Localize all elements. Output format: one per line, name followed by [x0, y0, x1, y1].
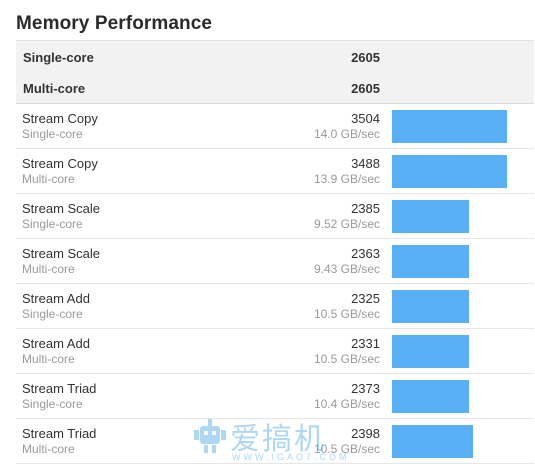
- benchmark-mode: Multi-core: [22, 172, 75, 186]
- benchmark-row: Stream Add Multi-core 2331 10.5 GB/sec: [16, 329, 534, 374]
- benchmark-mode: Multi-core: [22, 442, 75, 456]
- benchmark-mode: Single-core: [22, 307, 83, 321]
- benchmark-mode: Single-core: [22, 217, 83, 231]
- benchmark-score: 2385: [351, 201, 380, 216]
- benchmark-name: Stream Triad: [22, 381, 97, 396]
- benchmark-row: Stream Scale Single-core 2385 9.52 GB/se…: [16, 194, 534, 239]
- benchmark-name: Stream Copy: [22, 156, 98, 171]
- benchmark-row: Stream Copy Multi-core 3488 13.9 GB/sec: [16, 149, 534, 194]
- benchmark-name: Stream Add: [22, 291, 90, 306]
- benchmark-bar: [392, 155, 507, 188]
- benchmark-row: Stream Add Single-core 2325 10.5 GB/sec: [16, 284, 534, 329]
- benchmark-bar: [392, 335, 469, 368]
- summary-block: Single-core 2605 Multi-core 2605: [16, 40, 534, 104]
- summary-score: 2605: [351, 50, 380, 65]
- benchmark-rate: 9.43 GB/sec: [313, 262, 380, 276]
- benchmark-name: Stream Add: [22, 336, 90, 351]
- benchmark-score: 2398: [351, 426, 380, 441]
- benchmark-bar: [392, 425, 473, 458]
- summary-row-single-core: Single-core 2605: [16, 41, 534, 72]
- benchmark-bar: [392, 290, 469, 323]
- benchmark-score: 2363: [351, 246, 380, 261]
- benchmark-rate: 14.0 GB/sec: [313, 127, 380, 141]
- benchmark-score: 2373: [351, 381, 380, 396]
- summary-score: 2605: [351, 81, 380, 96]
- benchmark-rate: 13.9 GB/sec: [313, 172, 380, 186]
- benchmark-row: Stream Copy Single-core 3504 14.0 GB/sec: [16, 104, 534, 149]
- benchmark-mode: Multi-core: [22, 262, 75, 276]
- benchmark-mode: Single-core: [22, 127, 83, 141]
- benchmark-bar: [392, 380, 469, 413]
- memory-performance-table: Single-core 2605 Multi-core 2605 Stream …: [16, 40, 534, 464]
- section-title: Memory Performance: [16, 13, 213, 34]
- benchmark-score: 3488: [351, 156, 380, 171]
- benchmark-score: 3504: [351, 111, 380, 126]
- benchmark-rate: 10.5 GB/sec: [313, 442, 380, 456]
- benchmark-bar: [392, 110, 507, 143]
- summary-row-multi-core: Multi-core 2605: [16, 72, 534, 103]
- benchmark-row: Stream Scale Multi-core 2363 9.43 GB/sec: [16, 239, 534, 284]
- benchmark-name: Stream Copy: [22, 111, 98, 126]
- benchmark-rate: 10.5 GB/sec: [313, 307, 380, 321]
- benchmark-name: Stream Triad: [22, 426, 97, 441]
- benchmark-rate: 10.4 GB/sec: [313, 397, 380, 411]
- benchmark-name: Stream Scale: [22, 201, 101, 216]
- benchmark-bar: [392, 200, 469, 233]
- summary-label: Single-core: [23, 50, 94, 65]
- benchmark-row: Stream Triad Single-core 2373 10.4 GB/se…: [16, 374, 534, 419]
- benchmark-mode: Multi-core: [22, 352, 75, 366]
- benchmark-bar: [392, 245, 469, 278]
- benchmark-name: Stream Scale: [22, 246, 101, 261]
- summary-label: Multi-core: [23, 81, 86, 96]
- benchmark-rate: 9.52 GB/sec: [313, 217, 380, 231]
- benchmark-mode: Single-core: [22, 397, 83, 411]
- benchmark-rate: 10.5 GB/sec: [313, 352, 380, 366]
- benchmark-score: 2325: [351, 291, 380, 306]
- benchmark-row: Stream Triad Multi-core 2398 10.5 GB/sec: [16, 419, 534, 464]
- benchmark-rows: Stream Copy Single-core 3504 14.0 GB/sec…: [16, 104, 534, 464]
- benchmark-score: 2331: [351, 336, 380, 351]
